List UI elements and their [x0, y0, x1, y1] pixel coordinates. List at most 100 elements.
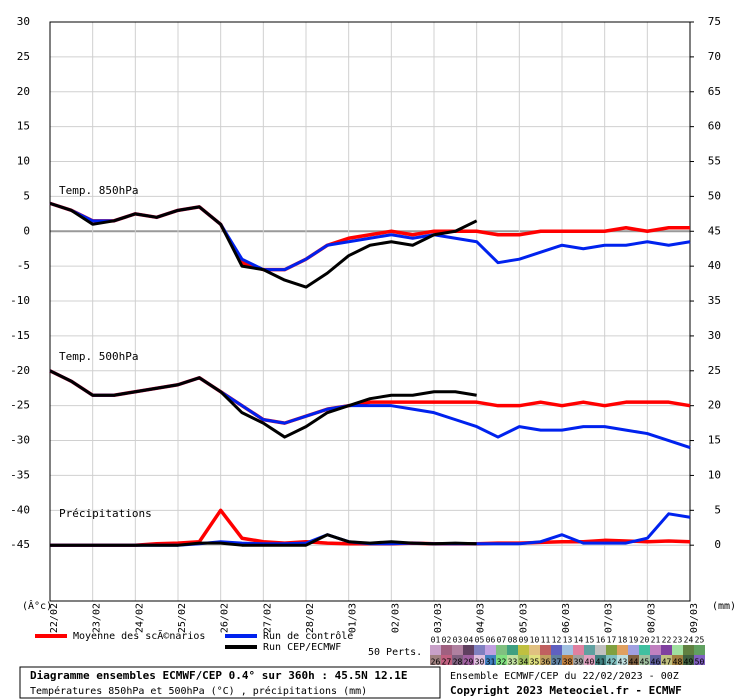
perturbation-label: 13	[563, 636, 573, 645]
footer-copyright: Copyright 2023 Meteociel.fr - ECMWF	[450, 684, 682, 697]
perturbation-swatch	[485, 645, 496, 655]
x-tick-label: 28/02	[305, 603, 316, 633]
perturbation-label: 04	[464, 636, 474, 645]
y2-tick-label: 0	[714, 538, 721, 551]
perturbation-label: 49	[684, 658, 694, 667]
x-tick-label: 24/02	[134, 603, 145, 633]
perturbation-label: 33	[508, 658, 518, 667]
x-tick-label: 01/03	[348, 603, 359, 633]
perturbation-label: 05	[475, 636, 485, 645]
plot-frame	[49, 21, 691, 602]
y-tick-label: -15	[10, 329, 30, 342]
x-tick-label: 09/03	[689, 603, 700, 633]
perturbation-swatch	[551, 655, 562, 665]
perturbation-label: 14	[574, 636, 584, 645]
perturbation-swatch	[430, 645, 441, 655]
y2-tick-label: 50	[708, 189, 721, 202]
panel-label: Temp. 500hPa	[59, 350, 138, 363]
x-tick-label: 05/03	[518, 603, 529, 633]
legend-label: Moyenne des scÃ©narios	[73, 629, 205, 642]
y2-tick-label: 55	[708, 155, 721, 168]
perturbation-swatch	[661, 655, 672, 665]
perturbation-swatch	[639, 645, 650, 655]
y-tick-label: 20	[17, 85, 30, 98]
x-tick-label: 23/02	[92, 603, 103, 633]
y2-tick-label: 35	[708, 294, 721, 307]
perturbation-swatch	[683, 655, 694, 665]
y-tick-label: -25	[10, 399, 30, 412]
perturbation-swatch	[562, 655, 573, 665]
perturbation-swatch	[529, 645, 540, 655]
y2-tick-label: 25	[708, 364, 721, 377]
perturbation-label: 38	[563, 658, 573, 667]
perturbation-label: 42	[607, 658, 617, 667]
perturbation-swatch	[474, 645, 485, 655]
perturbation-label: 16	[596, 636, 606, 645]
y-tick-label: 5	[23, 189, 30, 202]
perturbation-swatch	[529, 655, 540, 665]
perturbation-swatch	[628, 645, 639, 655]
perturbation-swatch	[683, 645, 694, 655]
perturbation-swatch	[474, 655, 485, 665]
y-axis-label: (Â°c)	[22, 599, 52, 612]
perturbation-swatch	[485, 655, 496, 665]
perturbation-swatch	[606, 645, 617, 655]
y-tick-label: -40	[10, 503, 30, 516]
perturbation-label: 45	[640, 658, 650, 667]
y2-tick-label: 60	[708, 120, 721, 133]
perturbation-label: 10	[530, 636, 540, 645]
perturbation-swatch	[672, 645, 683, 655]
perturbation-label: 37	[552, 658, 562, 667]
perturbation-label: 09	[519, 636, 529, 645]
perturbation-swatch	[540, 655, 551, 665]
perturbation-label: 28	[453, 658, 463, 667]
perturbations-label: 50 Perts.	[368, 647, 422, 658]
perturbation-label: 15	[585, 636, 595, 645]
perturbation-swatch	[507, 655, 518, 665]
perturbation-label: 50	[695, 658, 705, 667]
footer-title: Diagramme ensembles ECMWF/CEP 0.4° sur 3…	[30, 669, 408, 682]
perturbation-label: 25	[695, 636, 705, 645]
perturbation-label: 40	[585, 658, 595, 667]
t500-line	[49, 369, 477, 439]
perturbation-swatch	[639, 655, 650, 665]
perturbation-label: 23	[673, 636, 683, 645]
perturbation-label: 06	[486, 636, 496, 645]
perturbation-swatch	[441, 655, 452, 665]
y2-tick-label: 5	[714, 503, 721, 516]
perturbation-swatch	[595, 655, 606, 665]
y2-tick-label: 30	[708, 329, 721, 342]
footer-subtitle: Températures 850hPa et 500hPa (°C) , pré…	[30, 685, 367, 697]
y2-tick-label: 20	[708, 399, 721, 412]
perturbation-swatch	[661, 645, 672, 655]
perturbation-swatch	[507, 645, 518, 655]
perturbation-label: 32	[497, 658, 507, 667]
perturbation-label: 08	[508, 636, 518, 645]
perturbation-swatch	[551, 645, 562, 655]
perturbation-swatch	[672, 655, 683, 665]
perturbation-label: 43	[618, 658, 628, 667]
perturbation-label: 18	[618, 636, 628, 645]
y2-tick-label: 15	[708, 434, 721, 447]
perturbation-swatch	[463, 655, 474, 665]
perturbation-label: 20	[640, 636, 650, 645]
perturbation-swatch	[584, 655, 595, 665]
perturbation-swatch	[562, 645, 573, 655]
perturbation-swatch	[452, 645, 463, 655]
perturbation-swatch	[694, 645, 705, 655]
perturbation-label: 36	[541, 658, 551, 667]
y-tick-label: -10	[10, 294, 30, 307]
perturbation-swatch	[595, 645, 606, 655]
perturbation-swatch	[584, 645, 595, 655]
perturbation-swatch	[617, 655, 628, 665]
y-tick-label: -5	[17, 259, 30, 272]
x-tick-label: 03/03	[433, 603, 444, 633]
x-tick-label: 27/02	[262, 603, 273, 633]
perturbation-label: 47	[662, 658, 672, 667]
perturbation-label: 11	[541, 636, 551, 645]
perturbation-label: 46	[651, 658, 661, 667]
perturbation-swatch	[540, 645, 551, 655]
y-tick-label: 15	[17, 120, 30, 133]
x-tick-label: 02/03	[390, 603, 401, 633]
